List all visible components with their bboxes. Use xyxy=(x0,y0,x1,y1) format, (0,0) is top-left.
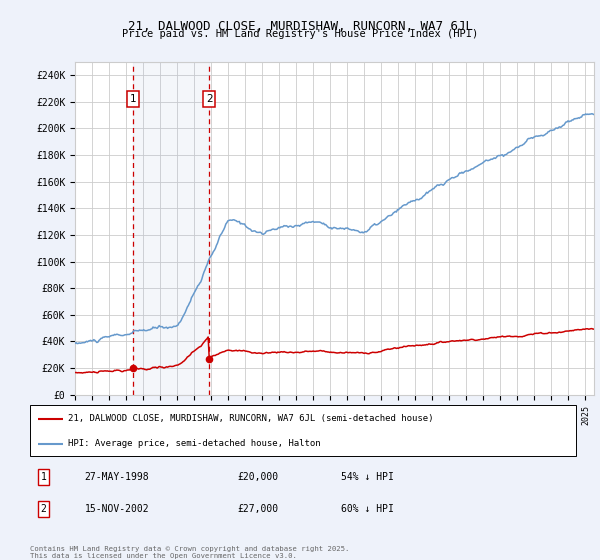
Text: 1: 1 xyxy=(41,472,47,482)
Text: Price paid vs. HM Land Registry's House Price Index (HPI): Price paid vs. HM Land Registry's House … xyxy=(122,29,478,39)
FancyBboxPatch shape xyxy=(30,405,576,456)
Text: 1: 1 xyxy=(130,94,136,104)
Text: 2: 2 xyxy=(41,504,47,514)
Text: 15-NOV-2002: 15-NOV-2002 xyxy=(85,504,149,514)
Text: HPI: Average price, semi-detached house, Halton: HPI: Average price, semi-detached house,… xyxy=(68,439,321,448)
Text: 60% ↓ HPI: 60% ↓ HPI xyxy=(341,504,394,514)
Text: 21, DALWOOD CLOSE, MURDISHAW, RUNCORN, WA7 6JL (semi-detached house): 21, DALWOOD CLOSE, MURDISHAW, RUNCORN, W… xyxy=(68,414,434,423)
Text: 54% ↓ HPI: 54% ↓ HPI xyxy=(341,472,394,482)
Text: 21, DALWOOD CLOSE, MURDISHAW, RUNCORN, WA7 6JL: 21, DALWOOD CLOSE, MURDISHAW, RUNCORN, W… xyxy=(128,20,473,32)
Text: £20,000: £20,000 xyxy=(238,472,278,482)
Text: 2: 2 xyxy=(206,94,212,104)
Text: 27-MAY-1998: 27-MAY-1998 xyxy=(85,472,149,482)
Text: Contains HM Land Registry data © Crown copyright and database right 2025.
This d: Contains HM Land Registry data © Crown c… xyxy=(30,546,349,559)
Text: £27,000: £27,000 xyxy=(238,504,278,514)
Bar xyxy=(133,62,209,395)
